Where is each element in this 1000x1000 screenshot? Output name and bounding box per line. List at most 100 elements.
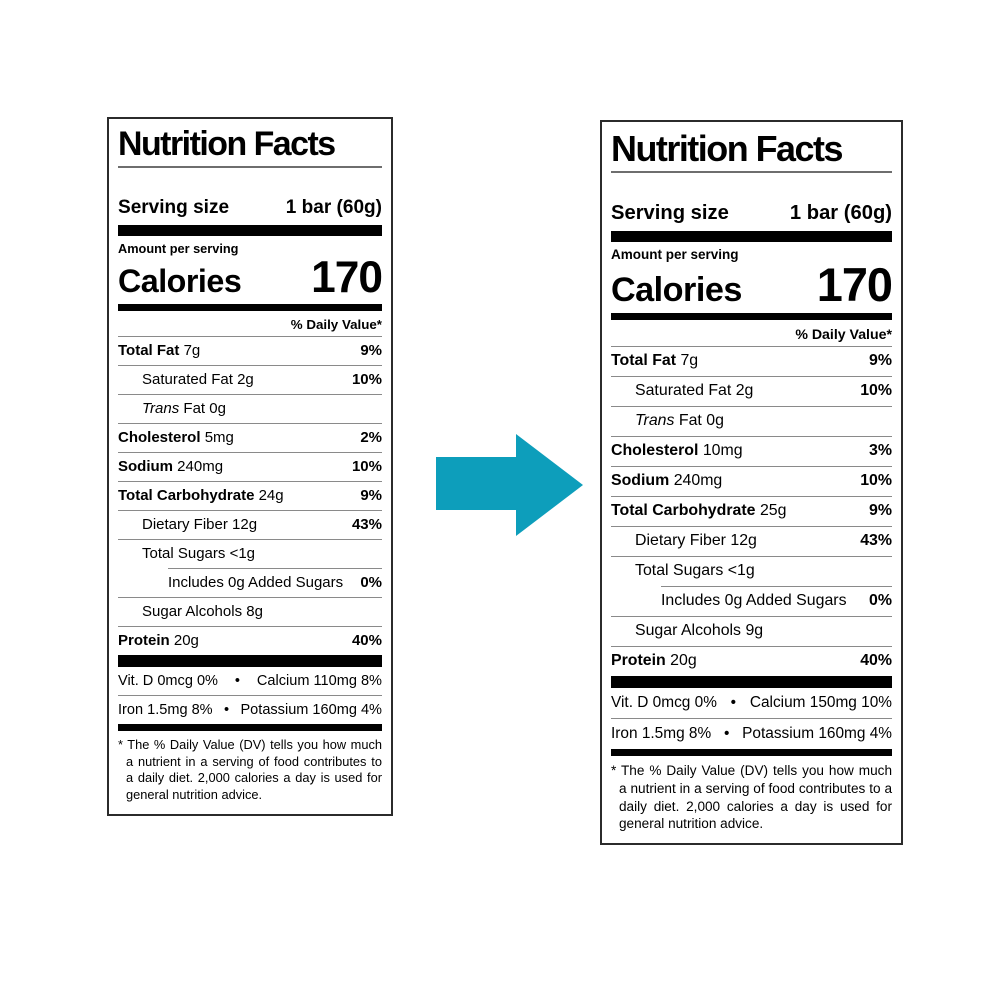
nutrient-amount: 2g	[237, 370, 254, 388]
nutrient-dv: 0%	[869, 592, 892, 610]
nutrient-row-sugar-alcohols: Sugar Alcohols 9g	[611, 616, 892, 646]
nutrient-name: Sodium	[118, 457, 173, 475]
serving-size-label: Serving size	[611, 201, 729, 224]
bullet-separator: •	[224, 701, 230, 718]
title-divider	[118, 165, 382, 168]
calories-value: 170	[816, 258, 893, 311]
calories-value: 170	[311, 252, 383, 302]
nutrient-name: Total Carbohydrate	[118, 486, 255, 504]
nutrient-dv: 10%	[351, 370, 382, 388]
nutrient-name: Protein	[118, 631, 170, 649]
nutrient-amount: 12g	[232, 515, 258, 533]
micronutrient-right: Potassium 160mg 4%	[240, 701, 382, 718]
nutrient-row-trans-fat: Trans Fat 0g	[611, 406, 892, 436]
daily-value-header: % Daily Value*	[795, 326, 892, 343]
nutrient-dv: 10%	[860, 382, 892, 400]
nutrient-amount: <1g	[727, 562, 755, 580]
calories-label: Calories	[118, 262, 242, 299]
nutrient-row-added-sugars: Includes 0g Added Sugars 0%	[168, 567, 382, 597]
nutrient-name: Total Fat	[118, 341, 180, 359]
nutrient-dv: 0%	[360, 573, 382, 591]
nutrient-row-cholesterol: Cholesterol 10mg 3%	[611, 436, 892, 466]
nutrient-row-saturated-fat: Saturated Fat 2g 10%	[118, 364, 382, 394]
nutrient-row-total-carbohydrate: Total Carbohydrate 25g 9%	[611, 496, 892, 526]
calories-label: Calories	[611, 270, 742, 309]
nutrient-dv: 43%	[860, 532, 892, 550]
nutrient-name: Total Sugars	[142, 544, 226, 562]
nutrient-amount: 24g	[258, 486, 284, 504]
label-title: Nutrition Facts	[611, 128, 843, 169]
nutrient-row-sodium: Sodium 240mg 10%	[611, 466, 892, 496]
micronutrient-left: Vit. D 0mcg 0%	[118, 672, 218, 689]
daily-value-footnote: * The % Daily Value (DV) tells you how m…	[611, 763, 892, 832]
nutrient-row-protein: Protein 20g 40%	[611, 646, 892, 676]
micronutrient-row-iron-potassium: Iron 1.5mg 8% • Potassium 160mg 4%	[118, 694, 382, 724]
amount-per-serving-label: Amount per serving	[611, 246, 739, 262]
nutrient-amount: <1g	[229, 544, 256, 562]
micronutrient-left: Iron 1.5mg 8%	[118, 701, 213, 718]
micronutrient-row-vitd-calcium: Vit. D 0mcg 0% • Calcium 150mg 10%	[611, 688, 892, 718]
nutrient-name: Total Fat	[611, 352, 677, 370]
serving-size-row: Serving size 1 bar (60g)	[118, 197, 382, 219]
thick-divider-bar	[118, 654, 382, 667]
nutrient-amount: 7g	[183, 341, 201, 359]
nutrient-name: Saturated Fat	[635, 382, 732, 400]
nutrient-amount: 240mg	[177, 457, 224, 475]
nutrient-name: Dietary Fiber	[635, 532, 726, 550]
nutrient-row-total-sugars: Total Sugars <1g	[611, 556, 892, 586]
nutrient-name: Sodium	[611, 472, 670, 490]
nutrient-dv: 3%	[869, 442, 892, 460]
nutrient-dv: 10%	[351, 457, 382, 475]
micronutrient-left: Vit. D 0mcg 0%	[611, 694, 717, 712]
nutrient-row-total-fat: Total Fat 7g 9%	[118, 335, 382, 365]
nutrient-dv: 9%	[869, 352, 892, 370]
arrow-right-shape	[436, 434, 583, 536]
micronutrient-right: Calcium 150mg 10%	[749, 694, 892, 712]
nutrient-row-added-sugars: Includes 0g Added Sugars 0%	[661, 586, 892, 616]
arrow-right-icon	[436, 434, 583, 536]
nutrient-dv: 40%	[351, 631, 382, 649]
label-title: Nutrition Facts	[118, 125, 336, 163]
thick-divider-bar	[118, 224, 382, 236]
nutrient-dv: 9%	[360, 486, 382, 504]
mid-divider-bar	[611, 749, 892, 757]
mid-divider-bar	[611, 313, 892, 321]
nutrient-row-sugar-alcohols: Sugar Alcohols 8g	[118, 596, 382, 626]
amount-per-serving-label: Amount per serving	[118, 240, 239, 256]
nutrient-name: Sugar Alcohols	[635, 622, 742, 640]
calories-row: Calories 170	[611, 258, 893, 311]
nutrient-amount: 12g	[730, 532, 757, 550]
nutrient-amount: 25g	[759, 502, 787, 520]
nutrient-row-dietary-fiber: Dietary Fiber 12g 43%	[611, 526, 892, 556]
nutrient-row-saturated-fat: Saturated Fat 2g 10%	[611, 376, 892, 406]
thick-divider-bar	[611, 230, 892, 242]
nutrient-row-sodium: Sodium 240mg 10%	[118, 451, 382, 481]
nutrient-rows: Total Fat 7g 9% Saturated Fat 2g 10% Tra…	[118, 335, 382, 655]
serving-size-value: 1 bar (60g)	[789, 201, 892, 224]
nutrient-amount: 9g	[745, 622, 764, 640]
nutrient-row-cholesterol: Cholesterol 5mg 2%	[118, 422, 382, 452]
nutrient-rows: Total Fat 7g 9% Saturated Fat 2g 10% Tra…	[611, 346, 892, 676]
nutrient-name: Protein	[611, 652, 666, 670]
micronutrient-rows: Vit. D 0mcg 0% • Calcium 150mg 10% Iron …	[611, 688, 892, 749]
nutrient-row-dietary-fiber: Dietary Fiber 12g 43%	[118, 509, 382, 539]
micronutrient-right: Potassium 160mg 4%	[742, 725, 892, 743]
nutrient-name-italic: Trans	[635, 412, 675, 430]
nutrient-row-protein: Protein 20g 40%	[118, 625, 382, 655]
daily-value-footnote: * The % Daily Value (DV) tells you how m…	[118, 736, 382, 802]
bullet-separator: •	[723, 725, 730, 743]
nutrient-row-total-sugars: Total Sugars <1g	[118, 538, 382, 568]
nutrient-amount: 240mg	[673, 472, 723, 490]
nutrient-name: Dietary Fiber	[142, 515, 228, 533]
nutrient-name: Total Sugars	[635, 562, 724, 580]
nutrient-amount: 20g	[173, 631, 199, 649]
nutrient-name: Fat	[678, 412, 702, 430]
nutrient-dv: 10%	[860, 472, 892, 490]
title-divider	[611, 170, 892, 173]
nutrient-amount: 8g	[246, 602, 263, 620]
nutrient-name: Saturated Fat	[142, 370, 233, 388]
nutrient-amount: 20g	[670, 652, 697, 670]
nutrient-name: Includes 0g Added Sugars	[168, 573, 344, 591]
micronutrient-left: Iron 1.5mg 8%	[611, 725, 712, 743]
nutrient-dv: 9%	[360, 341, 382, 359]
